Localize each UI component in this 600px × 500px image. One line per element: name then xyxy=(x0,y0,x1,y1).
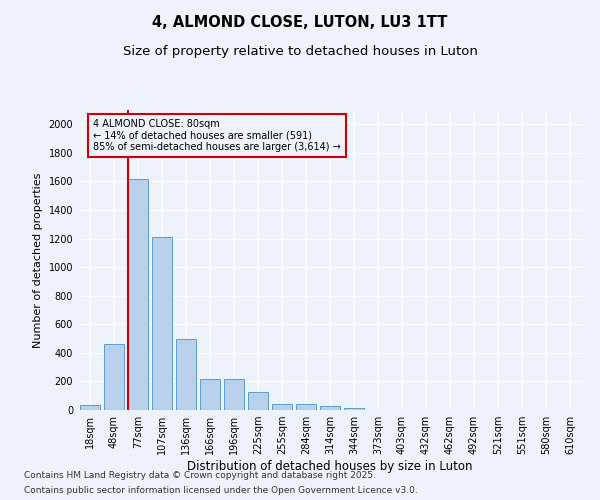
Text: Size of property relative to detached houses in Luton: Size of property relative to detached ho… xyxy=(122,45,478,58)
Bar xyxy=(200,378,220,410)
Text: 4, ALMOND CLOSE, LUTON, LU3 1TT: 4, ALMOND CLOSE, LUTON, LU3 1TT xyxy=(152,15,448,30)
Bar xyxy=(272,404,292,410)
Bar xyxy=(104,344,124,410)
Y-axis label: Number of detached properties: Number of detached properties xyxy=(33,172,43,348)
Bar xyxy=(344,408,364,410)
Bar xyxy=(320,406,340,410)
Bar xyxy=(80,405,100,410)
Text: Contains public sector information licensed under the Open Government Licence v3: Contains public sector information licen… xyxy=(24,486,418,495)
Bar xyxy=(296,404,316,410)
Bar xyxy=(248,392,268,410)
Text: Contains HM Land Registry data © Crown copyright and database right 2025.: Contains HM Land Registry data © Crown c… xyxy=(24,471,376,480)
Bar xyxy=(176,338,196,410)
Bar xyxy=(128,178,148,410)
Bar xyxy=(152,237,172,410)
Bar xyxy=(224,378,244,410)
X-axis label: Distribution of detached houses by size in Luton: Distribution of detached houses by size … xyxy=(187,460,473,473)
Text: 4 ALMOND CLOSE: 80sqm
← 14% of detached houses are smaller (591)
85% of semi-det: 4 ALMOND CLOSE: 80sqm ← 14% of detached … xyxy=(93,119,341,152)
